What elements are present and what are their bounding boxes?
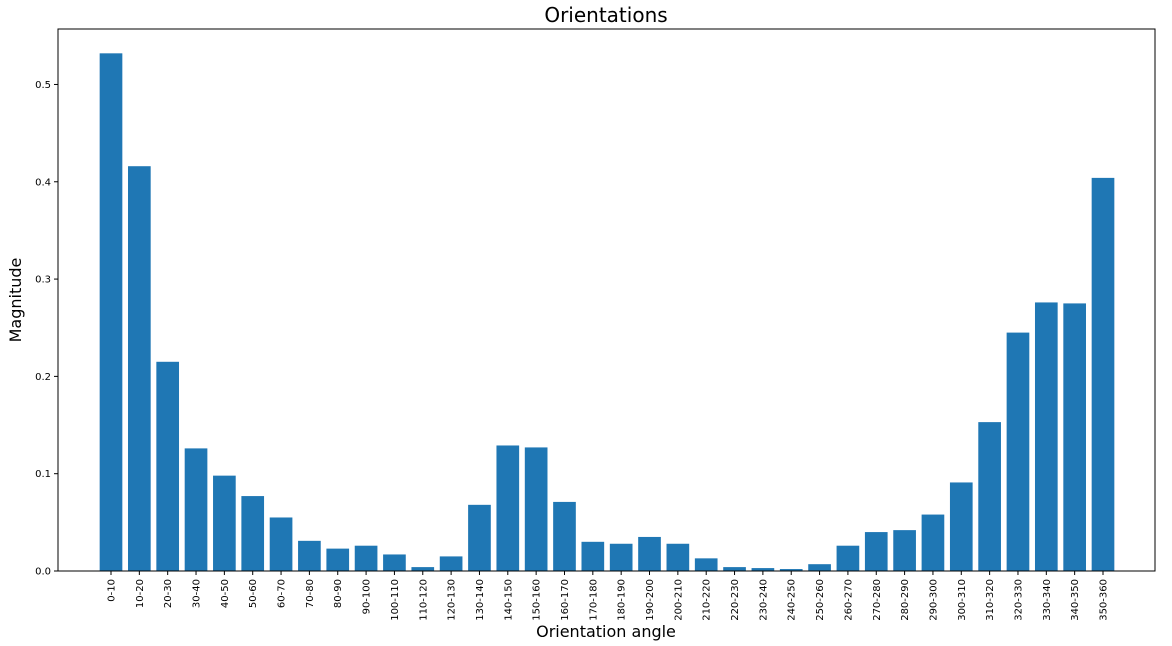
bar-250-260 xyxy=(808,564,831,571)
x-tick-label: 0-10 xyxy=(107,579,118,602)
x-tick-label: 140-150 xyxy=(503,579,514,621)
x-tick-label: 340-350 xyxy=(1070,579,1081,621)
bar-90-100 xyxy=(354,545,378,571)
bar-60-70 xyxy=(269,517,293,571)
x-tick-label: 130-140 xyxy=(475,579,486,621)
bar-300-310 xyxy=(949,482,973,571)
x-tick-label: 190-200 xyxy=(645,579,656,621)
bar-120-130 xyxy=(439,556,463,571)
bar-200-210 xyxy=(666,543,690,571)
x-tick-label: 100-110 xyxy=(390,579,401,621)
bar-110-120 xyxy=(411,567,435,571)
bar-350-360 xyxy=(1091,177,1115,572)
bar-220-230 xyxy=(723,567,746,571)
x-tick-label: 300-310 xyxy=(957,579,968,621)
x-tick-label: 270-280 xyxy=(872,579,883,621)
x-tick-label: 180-190 xyxy=(617,579,628,621)
bar-20-30 xyxy=(156,361,180,571)
bar-310-320 xyxy=(978,422,1001,571)
bar-330-340 xyxy=(1034,302,1058,571)
x-tick-label: 40-50 xyxy=(220,579,231,608)
bar-340-350 xyxy=(1063,303,1086,571)
x-tick-label: 20-30 xyxy=(163,579,174,608)
x-tick-label: 70-80 xyxy=(305,579,316,608)
bar-210-220 xyxy=(694,558,718,571)
x-tick-label: 50-60 xyxy=(248,579,259,608)
bar-270-280 xyxy=(864,532,888,571)
x-tick-label: 60-70 xyxy=(277,579,288,608)
y-tick-label: 0.5 xyxy=(35,80,51,91)
x-tick-label: 170-180 xyxy=(588,579,599,621)
bar-0-10 xyxy=(99,53,123,571)
x-tick-label: 320-330 xyxy=(1013,579,1024,621)
x-tick-label: 230-240 xyxy=(758,579,769,621)
y-tick-label: 0.3 xyxy=(35,275,51,286)
x-tick-label: 80-90 xyxy=(333,579,344,608)
plot-frame xyxy=(57,28,1156,572)
x-tick-label: 30-40 xyxy=(192,579,203,608)
bar-100-110 xyxy=(383,554,406,571)
chart-title: Orientations xyxy=(544,3,667,27)
x-tick-label: 250-260 xyxy=(815,579,826,621)
bar-150-160 xyxy=(524,447,548,571)
bar-10-20 xyxy=(128,166,151,571)
bar-260-270 xyxy=(836,545,860,571)
x-tick-label: 160-170 xyxy=(560,579,571,621)
bar-280-290 xyxy=(893,530,916,571)
bar-80-90 xyxy=(326,548,350,571)
x-axis-ticks: 0-10 10-20 20-30 30-40 40-50 50-60 60-70 70-80 8… xyxy=(107,571,1110,621)
x-tick-label: 10-20 xyxy=(135,579,146,608)
y-tick-label: 0.4 xyxy=(35,177,51,188)
bar-320-330 xyxy=(1006,332,1030,571)
bar-240-250 xyxy=(779,569,803,571)
y-tick-label: 0.1 xyxy=(35,469,51,480)
y-tick-label: 0.2 xyxy=(35,372,51,383)
bar-290-300 xyxy=(921,514,945,571)
y-axis-label: Magnitude xyxy=(6,258,25,343)
bar-190-200 xyxy=(638,536,661,571)
x-tick-label: 120-130 xyxy=(447,579,458,621)
bar-140-150 xyxy=(496,445,520,571)
y-tick-label: 0.0 xyxy=(35,567,51,578)
x-tick-label: 210-220 xyxy=(702,579,713,621)
x-tick-label: 150-160 xyxy=(532,579,543,621)
x-tick-label: 220-230 xyxy=(730,579,741,621)
bar-160-170 xyxy=(553,501,576,571)
x-tick-label: 280-290 xyxy=(900,579,911,621)
bar-30-40 xyxy=(184,448,208,571)
x-tick-label: 90-100 xyxy=(362,579,373,614)
bar-130-140 xyxy=(468,504,491,571)
bar-170-180 xyxy=(581,541,605,571)
x-tick-label: 260-270 xyxy=(843,579,854,621)
bar-180-190 xyxy=(609,543,633,571)
bar-40-50 xyxy=(213,475,236,571)
x-tick-label: 310-320 xyxy=(985,579,996,621)
x-tick-label: 110-120 xyxy=(418,579,429,621)
bars-group xyxy=(99,53,1115,572)
bar-50-60 xyxy=(241,496,265,571)
y-axis-ticks: 0.0 0.1 0.2 0.3 0.4 0.5 xyxy=(35,80,58,578)
x-tick-label: 290-300 xyxy=(928,579,939,621)
x-tick-label: 240-250 xyxy=(787,579,798,621)
x-tick-label: 200-210 xyxy=(673,579,684,621)
x-tick-label: 350-360 xyxy=(1099,579,1110,621)
x-axis-label: Orientation angle xyxy=(536,622,676,641)
bar-230-240 xyxy=(751,568,775,571)
bar-70-80 xyxy=(298,540,321,571)
x-tick-label: 330-340 xyxy=(1042,579,1053,621)
